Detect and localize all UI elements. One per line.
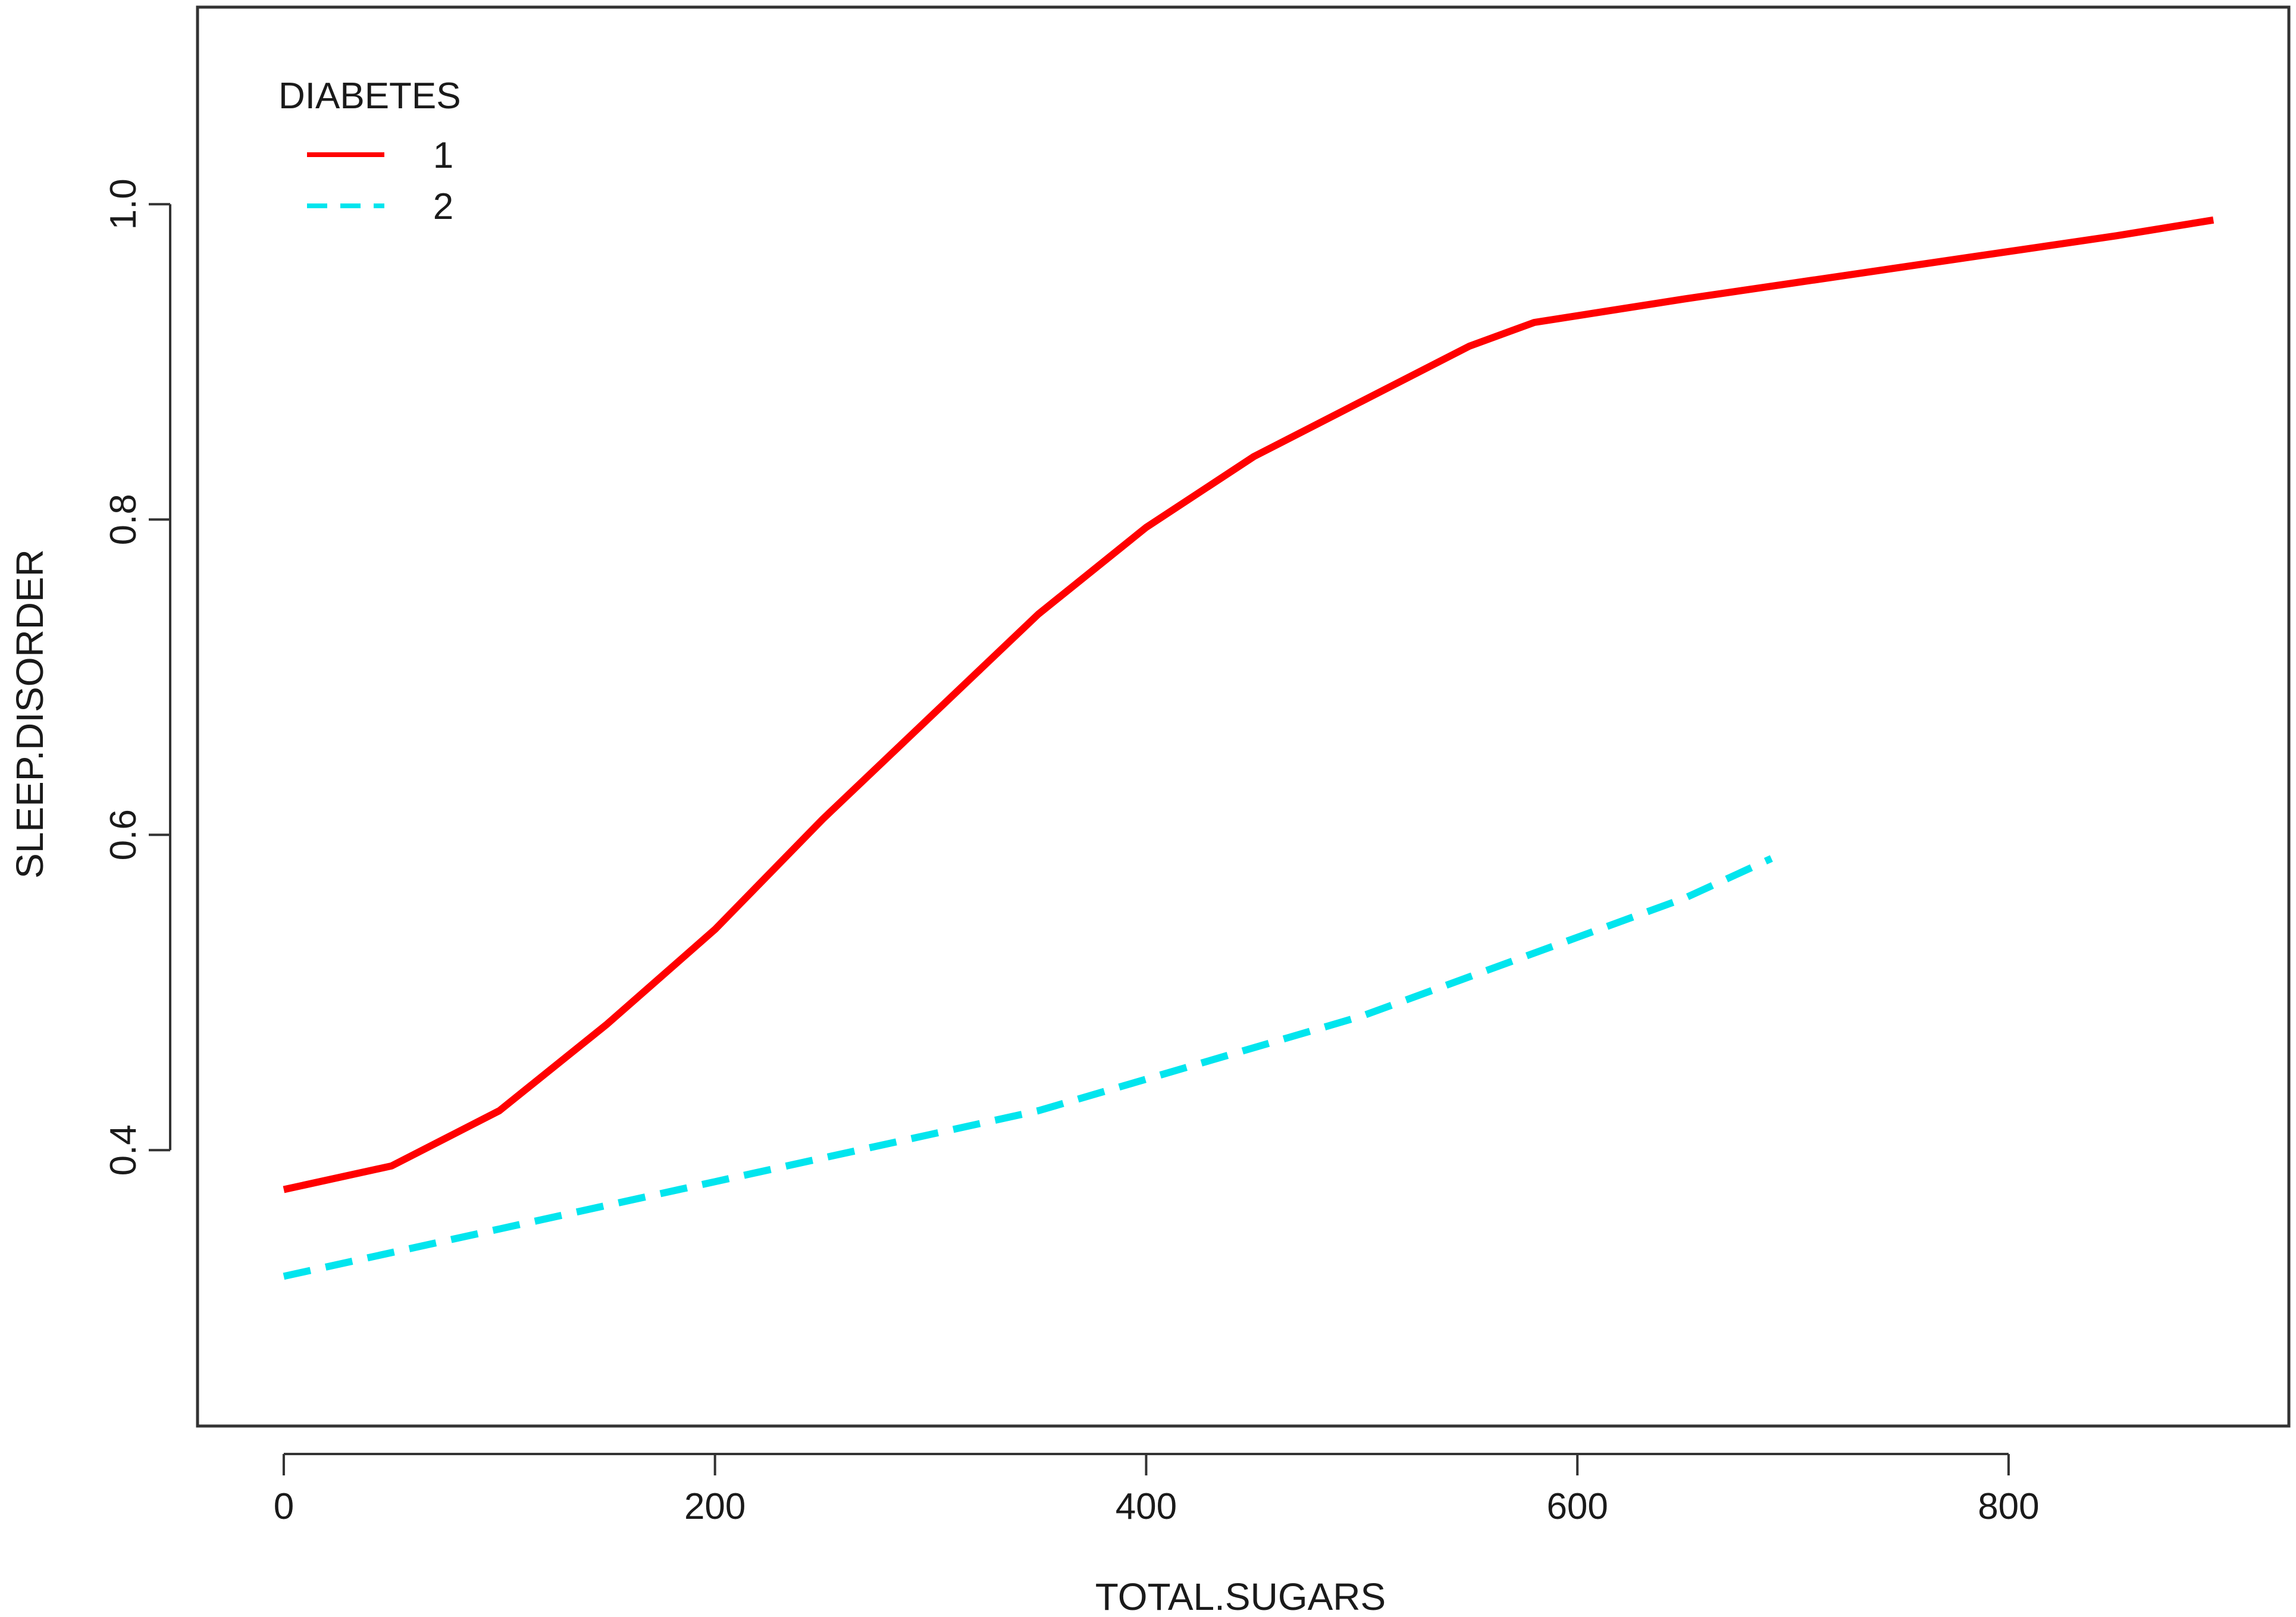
- y-axis-title: SLEEP.DISORDER: [8, 549, 51, 879]
- legend-label-2: 2: [433, 186, 453, 227]
- x-axis-title: TOTAL.SUGARS: [1095, 1575, 1386, 1617]
- x-axis: 0 200 400 600 800: [274, 1453, 2040, 1527]
- x-tick-label: 200: [684, 1486, 746, 1527]
- y-tick-label: 0.8: [103, 494, 144, 545]
- x-tick-label: 400: [1116, 1486, 1177, 1527]
- y-tick-label: 1.0: [103, 178, 144, 230]
- x-tick-label: 600: [1546, 1486, 1608, 1527]
- series-layer: [283, 216, 2214, 1280]
- plot-frame: [196, 5, 2291, 1428]
- y-axis: 0.4 0.6 0.8 1.0: [103, 178, 171, 1176]
- x-tick-label: 0: [274, 1486, 294, 1527]
- series-line-2: [283, 855, 1773, 1280]
- legend-items: 12: [307, 135, 453, 227]
- legend-title: DIABETES: [278, 76, 461, 117]
- legend: DIABETES 12: [278, 76, 461, 227]
- y-tick-label: 0.4: [103, 1124, 144, 1176]
- x-tick-label: 800: [1978, 1486, 2039, 1527]
- series-line-1: [283, 216, 2214, 1193]
- legend-label-1: 1: [433, 135, 453, 176]
- y-tick-label: 0.6: [103, 809, 144, 860]
